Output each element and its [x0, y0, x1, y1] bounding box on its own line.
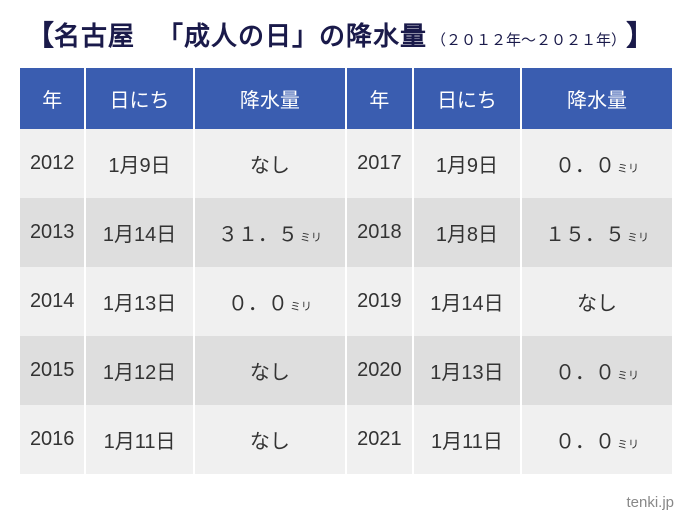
table-cell: なし	[194, 129, 346, 198]
precip-table: 年 日にち 降水量 年 日にち 降水量 20121月9日なし20171月9日０．…	[20, 68, 672, 474]
table-cell: ０．０ミリ	[194, 267, 346, 336]
table-cell: ３１．５ミリ	[194, 198, 346, 267]
table-row: 20151月12日なし20201月13日０．０ミリ	[20, 336, 672, 405]
table-row: 20161月11日なし20211月11日０．０ミリ	[20, 405, 672, 474]
bracket-open: 【	[26, 14, 54, 54]
unit-label: ミリ	[300, 229, 322, 245]
table-cell: 1月14日	[85, 198, 193, 267]
col-date-right: 日にち	[413, 68, 521, 129]
table-cell: 2014	[20, 267, 85, 336]
table-cell: 1月9日	[413, 129, 521, 198]
unit-label: ミリ	[617, 160, 639, 176]
table-cell: 2019	[346, 267, 413, 336]
col-year-right: 年	[346, 68, 413, 129]
title-range: （２０１２年～２０２１年）	[431, 29, 626, 50]
table-row: 20131月14日３１．５ミリ20181月8日１５．５ミリ	[20, 198, 672, 267]
table-cell: 2016	[20, 405, 85, 474]
table-cell: １５．５ミリ	[521, 198, 672, 267]
col-date-left: 日にち	[85, 68, 193, 129]
table-cell: ０．０ミリ	[521, 336, 672, 405]
table-cell: 1月14日	[413, 267, 521, 336]
table-cell: 2020	[346, 336, 413, 405]
table-cell: 2018	[346, 198, 413, 267]
table-cell: ０．０ミリ	[521, 129, 672, 198]
table-cell: なし	[194, 336, 346, 405]
table-cell: 1月13日	[413, 336, 521, 405]
unit-label: ミリ	[627, 229, 649, 245]
table-cell: なし	[194, 405, 346, 474]
unit-label: ミリ	[617, 367, 639, 383]
table-cell: 2017	[346, 129, 413, 198]
table-cell: 1月13日	[85, 267, 193, 336]
col-precip-left: 降水量	[194, 68, 346, 129]
infographic-frame: 【 名古屋 「成人の日」の降水量 （２０１２年～２０２１年） 】 年 日にち 降…	[0, 0, 692, 519]
table-cell: ０．０ミリ	[521, 405, 672, 474]
table-cell: 1月12日	[85, 336, 193, 405]
col-year-left: 年	[20, 68, 85, 129]
title-city: 名古屋	[54, 16, 135, 53]
table-cell: 1月11日	[413, 405, 521, 474]
table-cell: 1月11日	[85, 405, 193, 474]
bracket-close: 】	[626, 14, 654, 54]
header-row: 年 日にち 降水量 年 日にち 降水量	[20, 68, 672, 129]
table-cell: なし	[521, 267, 672, 336]
table-cell: 2013	[20, 198, 85, 267]
table-cell: 2021	[346, 405, 413, 474]
unit-label: ミリ	[290, 298, 312, 314]
unit-label: ミリ	[617, 436, 639, 452]
table-cell: 2015	[20, 336, 85, 405]
table-body: 20121月9日なし20171月9日０．０ミリ20131月14日３１．５ミリ20…	[20, 129, 672, 474]
table-cell: 1月8日	[413, 198, 521, 267]
table-row: 20141月13日０．０ミリ20191月14日なし	[20, 267, 672, 336]
table-row: 20121月9日なし20171月9日０．０ミリ	[20, 129, 672, 198]
footer-credit: tenki.jp	[626, 494, 674, 511]
title-row: 【 名古屋 「成人の日」の降水量 （２０１２年～２０２１年） 】	[20, 14, 672, 54]
col-precip-right: 降水量	[521, 68, 672, 129]
title-subject: 「成人の日」の降水量	[157, 16, 427, 53]
table-cell: 1月9日	[85, 129, 193, 198]
table-cell: 2012	[20, 129, 85, 198]
